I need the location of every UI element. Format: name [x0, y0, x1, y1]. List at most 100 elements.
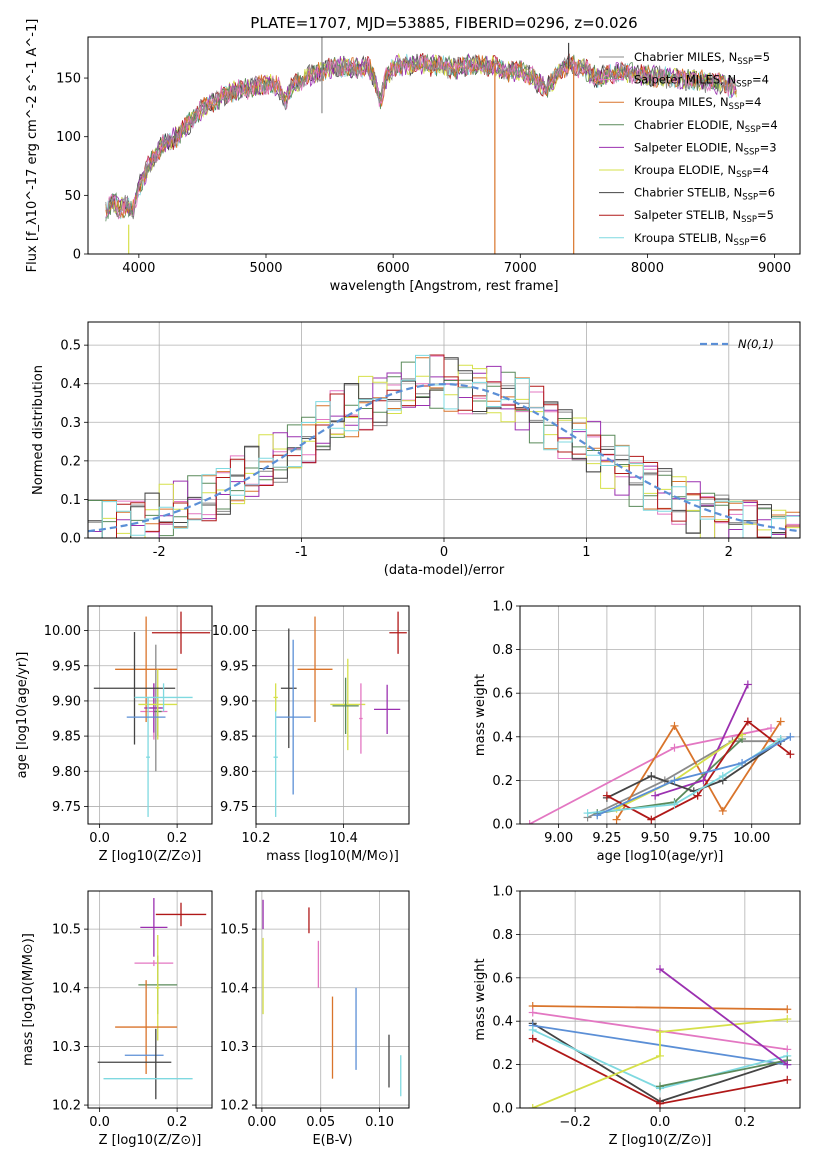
y-tick-label: 10.2: [220, 1099, 249, 1114]
y-tick-label: 9.95: [52, 659, 81, 674]
y-tick-label: 0.0: [60, 532, 81, 547]
plot-mass-weight-vs-Z: −0.2 0.0 0.2 0.0 0.2 0.4 0.6 0.8 1.0 Z [log10(Z/Z…: [473, 885, 801, 1148]
y-tick-label: 9.75: [52, 800, 81, 815]
x-tick-label: 9.25: [592, 831, 621, 846]
x-tick-label: 0.2: [167, 831, 188, 846]
weight-line: [587, 740, 781, 819]
legend-label: N(0,1): [738, 337, 774, 351]
spectrum-line: [105, 55, 737, 220]
y-tick-label: 10.2: [52, 1099, 81, 1114]
axes-frame: [87, 605, 213, 825]
x-tick-label: 10.4: [329, 831, 358, 846]
x-axis-label: age [log10(age/yr)]: [597, 849, 724, 864]
x-tick-label: −0.2: [559, 1115, 591, 1130]
x-tick-label: 0.0: [89, 1115, 110, 1130]
y-tick-label: 0.6: [492, 687, 513, 702]
weight-line: [615, 721, 782, 821]
y-tick-label: 0.8: [492, 643, 513, 658]
y-tick-label: 0.4: [492, 730, 513, 745]
y-tick-label: 9.90: [220, 694, 249, 709]
x-tick-label: 0.0: [89, 831, 110, 846]
axes-frame: [519, 890, 801, 1109]
legend-label: Kroupa MILES, NSSP=4: [634, 95, 761, 112]
y-tick-label: 1.0: [492, 600, 513, 615]
plot-spectrum: 4000 5000 6000 7000 8000 9000 0 50 100 150 wavelen…: [25, 19, 801, 294]
x-axis-label: mass [log10(M/M⊙)]: [266, 849, 399, 864]
y-tick-label: 9.75: [220, 800, 249, 815]
y-tick-label: 0: [73, 248, 81, 263]
axes-frame: [87, 890, 213, 1109]
legend-label: Kroupa ELODIE, NSSP=4: [634, 163, 769, 180]
weight-line: [659, 968, 788, 1066]
x-tick-label: -1: [295, 545, 308, 560]
plot-area: [520, 606, 800, 824]
plot-area: [520, 891, 800, 1108]
x-tick-label: 4000: [122, 261, 155, 276]
y-tick-label: 9.85: [52, 730, 81, 745]
y-tick-label: 9.80: [52, 765, 81, 780]
y-tick-label: 9.95: [220, 659, 249, 674]
x-tick-label: 7000: [504, 261, 537, 276]
y-tick-label: 0.4: [492, 1015, 513, 1030]
x-tick-label: 0.2: [735, 1115, 756, 1130]
plot-area: [88, 322, 800, 538]
y-tick-label: 1.0: [492, 885, 513, 900]
x-tick-label: 9000: [758, 261, 791, 276]
y-tick-label: 0.2: [60, 454, 81, 469]
y-axis-label: age [log10(age/yr)]: [15, 652, 30, 779]
plot-area: [256, 891, 409, 1108]
y-tick-label: 10.00: [212, 624, 249, 639]
x-tick-label: 10.00: [733, 831, 770, 846]
x-tick-label: 9.00: [544, 831, 573, 846]
x-tick-label: 0.0: [650, 1115, 671, 1130]
plots-layer: 4000 5000 6000 7000 8000 9000 0 50 100 150 wavelen…: [15, 19, 801, 1148]
y-tick-label: 9.85: [220, 730, 249, 745]
axes-frame: [255, 890, 410, 1109]
axes-frame: [87, 36, 801, 255]
plot-area: [88, 891, 212, 1108]
x-tick-label: 8000: [631, 261, 664, 276]
x-tick-label: 9.75: [689, 831, 718, 846]
y-tick-label: 0.6: [492, 971, 513, 986]
weight-line: [532, 1005, 788, 1011]
y-tick-label: 10.4: [220, 981, 249, 996]
y-tick-label: 9.80: [220, 765, 249, 780]
y-axis-label: mass [log10(M/M⊙)]: [21, 933, 36, 1066]
y-tick-label: 10.5: [220, 923, 249, 938]
x-tick-label: 0.00: [247, 1115, 276, 1130]
y-tick-label: 0.3: [60, 416, 81, 431]
legend-label: Salpeter ELODIE, NSSP=3: [634, 140, 777, 157]
plot-mass-weight-vs-age: 9.00 9.25 9.50 9.75 10.00 0.0 0.2 0.4 0.6 0.8 1.0 a…: [473, 600, 801, 864]
y-axis-label: Normed distribution: [31, 365, 46, 495]
x-tick-label: -2: [153, 545, 166, 560]
y-tick-label: 0.0: [492, 818, 513, 833]
x-axis-label: Z [log10(Z/Z⊙)]: [609, 1133, 712, 1148]
plot-age-vs-mass: 10.2 10.4 9.75 9.80 9.85 9.90 9.95 10.00 mass [l…: [212, 605, 410, 864]
x-tick-label: 0.05: [306, 1115, 335, 1130]
y-tick-label: 0.4: [60, 377, 81, 392]
y-tick-label: 10.3: [220, 1040, 249, 1055]
legend-label: Chabrier STELIB, NSSP=6: [634, 186, 775, 203]
y-tick-label: 0.8: [492, 928, 513, 943]
legend-label: Salpeter STELIB, NSSP=5: [634, 208, 774, 225]
histogram-step: [88, 354, 800, 538]
axes-frame: [87, 321, 801, 539]
y-tick-label: 0.2: [492, 1058, 513, 1073]
legend-label: Chabrier ELODIE, NSSP=4: [634, 118, 778, 135]
weight-line: [532, 1018, 788, 1108]
legend-label: Salpeter MILES, NSSP=4: [634, 73, 769, 90]
x-tick-label: 1: [582, 545, 590, 560]
axes-frame: [255, 605, 410, 825]
y-tick-label: 50: [64, 189, 81, 204]
y-axis-label: mass weight: [473, 958, 488, 1040]
y-tick-label: 10.00: [44, 624, 81, 639]
plot-area: [105, 37, 737, 254]
normal-curve: [88, 382, 798, 533]
y-tick-label: 0.2: [492, 774, 513, 789]
y-tick-label: 10.3: [52, 1040, 81, 1055]
plot-residuals: -2 -1 0 1 2 0.0 0.1 0.2 0.3 0.4 0.5 (data-model)/er…: [31, 321, 801, 578]
figure-title: PLATE=1707, MJD=53885, FIBERID=0296, z=0…: [250, 14, 637, 32]
y-axis-label: mass weight: [473, 674, 488, 756]
x-tick-label: 2: [725, 545, 733, 560]
